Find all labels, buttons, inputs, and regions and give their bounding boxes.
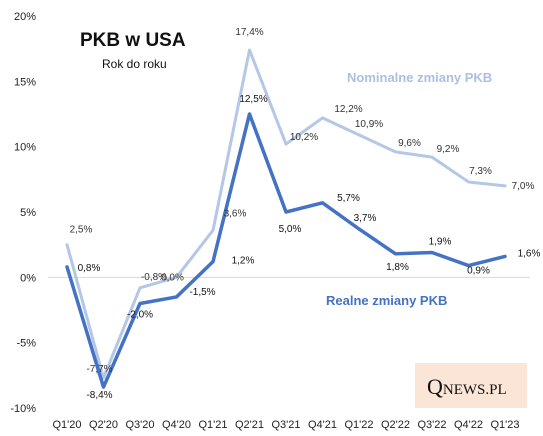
nominal-series <box>65 48 507 380</box>
data-label: -8,4% <box>86 390 112 401</box>
data-label: 1,2% <box>232 256 255 267</box>
x-tick-label: Q2'20 <box>89 419 118 431</box>
nominal-data-labels: 2,5% -7,7% -0,8%0,0% 3,6% 17,4% 10,2% 12,2% 10,… <box>70 27 535 375</box>
chart-title: PKB w USA <box>80 30 186 51</box>
x-tick-label: Q4'22 <box>454 419 483 431</box>
x-tick-label: Q1'20 <box>52 419 81 431</box>
data-label: 12,2% <box>334 104 362 115</box>
data-label: 1,8% <box>386 262 409 273</box>
data-label: -1,5% <box>189 287 215 298</box>
data-label: 2,5% <box>70 225 93 236</box>
y-tick-label: 20% <box>14 11 36 23</box>
y-tick-label: 15% <box>14 76 36 88</box>
logo-background <box>415 363 527 408</box>
data-label: 12,5% <box>239 94 267 105</box>
y-tick-label: -5% <box>16 338 36 350</box>
x-tick-label: Q1'23 <box>490 419 519 431</box>
x-tick-label: Q2'22 <box>381 419 410 431</box>
data-label: 3,7% <box>354 213 377 224</box>
data-label: 10,9% <box>355 119 383 130</box>
data-label: 3,6% <box>224 208 247 219</box>
real-series <box>65 112 507 389</box>
data-label: 0,9% <box>467 266 490 277</box>
data-label: 0,0% <box>161 272 184 283</box>
data-label: -7,7% <box>86 364 112 375</box>
data-label: 1,6% <box>518 248 541 259</box>
data-label: 7,0% <box>512 181 535 192</box>
x-tick-label: Q3'22 <box>417 419 446 431</box>
y-tick-label: 10% <box>14 142 36 154</box>
chart-subtitle: Rok do roku <box>102 57 167 71</box>
data-label: -2,0% <box>127 309 153 320</box>
data-label: 5,0% <box>279 224 302 235</box>
y-tick-label: 5% <box>20 207 36 219</box>
x-tick-label: Q4'21 <box>308 419 337 431</box>
qnews-logo: QNEWS.PL <box>415 363 527 408</box>
logo-text: QNEWS.PL <box>427 374 507 399</box>
real-series-label: Realne zmiany PKB <box>326 293 447 308</box>
nominal-line <box>65 48 507 380</box>
data-label: 17,4% <box>235 27 263 38</box>
x-tick-label: Q3'20 <box>125 419 154 431</box>
data-label: 9,6% <box>398 138 421 149</box>
x-tick-label: Q3'21 <box>271 419 300 431</box>
y-axis-ticks: 20% 15% 10% 5% 0% -5% -10% <box>10 11 36 415</box>
x-tick-label: Q2'21 <box>235 419 264 431</box>
y-tick-label: -10% <box>10 403 36 415</box>
data-label: 9,2% <box>437 144 460 155</box>
x-tick-label: Q4'20 <box>162 419 191 431</box>
x-tick-label: Q1'21 <box>198 419 227 431</box>
y-tick-label: 0% <box>20 272 36 284</box>
data-label: 10,2% <box>290 132 318 143</box>
nominal-series-label: Nominalne zmiany PKB <box>347 70 492 85</box>
x-tick-label: Q1'22 <box>344 419 373 431</box>
data-label: 7,3% <box>469 166 492 177</box>
data-label: 1,9% <box>429 237 452 248</box>
data-label: 5,7% <box>337 193 360 204</box>
x-axis-ticks: Q1'20 Q2'20 Q3'20 Q4'20 Q1'21 Q2'21 Q3'21 Q4'21… <box>52 419 519 431</box>
real-data-labels: 0,8% -8,4% -2,0% -1,5% 1,2% 12,5% 5,0% 5,7% 3,7%… <box>78 94 541 401</box>
data-label: 0,8% <box>78 263 101 274</box>
data-label: -0,8% <box>141 272 167 283</box>
